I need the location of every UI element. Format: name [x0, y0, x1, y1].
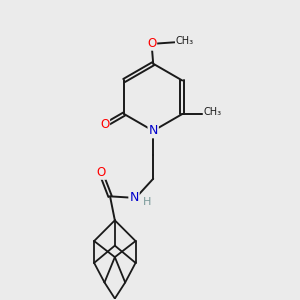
Text: O: O: [97, 166, 106, 179]
Text: N: N: [148, 124, 158, 137]
Text: O: O: [100, 118, 109, 131]
Text: N: N: [129, 191, 139, 204]
Text: CH₃: CH₃: [204, 107, 222, 117]
Text: O: O: [147, 37, 156, 50]
Text: H: H: [142, 197, 151, 207]
Text: CH₃: CH₃: [176, 36, 194, 46]
